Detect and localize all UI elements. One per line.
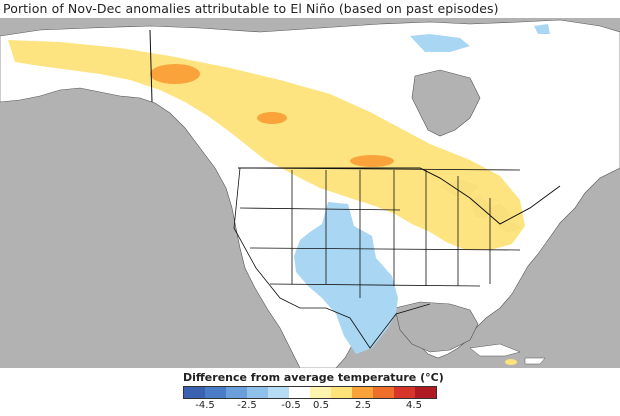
- warm-strong-patch-1: [150, 64, 200, 84]
- hudson-bay: [411, 69, 481, 137]
- legend-swatch-9: [352, 387, 373, 398]
- legend-swatch-7: [310, 387, 331, 398]
- legend-swatch-6: [289, 387, 310, 398]
- warm-strong-patch-2: [257, 112, 287, 124]
- cool-anomaly-southwest: [294, 202, 398, 354]
- legend-swatch-12: [415, 387, 436, 398]
- legend-color-bar: [183, 386, 437, 399]
- map-title: Portion of Nov-Dec anomalies attributabl…: [3, 1, 499, 16]
- country-border: [149, 29, 561, 225]
- legend: Difference from average temperature (°C)…: [0, 368, 620, 416]
- legend-title: Difference from average temperature (°C): [183, 371, 444, 384]
- anomaly-map: [0, 18, 620, 368]
- legend-tick-6: 4.5: [406, 400, 422, 411]
- legend-swatch-4: [247, 387, 268, 398]
- gulf-of-mexico: [394, 301, 479, 353]
- legend-swatch-2: [205, 387, 226, 398]
- legend-tick-1: -4.5: [195, 400, 215, 411]
- legend-tick-5: 2.5: [355, 400, 371, 411]
- warm-strong-patch-3: [350, 155, 394, 167]
- warm-anomaly-region: [8, 40, 525, 250]
- legend-swatch-1: [184, 387, 205, 398]
- legend-tick-2: -2.5: [237, 400, 257, 411]
- legend-swatch-10: [373, 387, 394, 398]
- legend-swatch-8: [331, 387, 352, 398]
- cool-anomaly-northern: [410, 24, 550, 52]
- legend-swatch-3: [226, 387, 247, 398]
- legend-swatch-11: [394, 387, 415, 398]
- legend-tick-4: 0.5: [313, 400, 329, 411]
- legend-swatch-5: [268, 387, 289, 398]
- legend-tick-3: -0.5: [281, 400, 301, 411]
- warm-strong-patch-4: [505, 359, 517, 365]
- caribbean-islands: [469, 343, 546, 365]
